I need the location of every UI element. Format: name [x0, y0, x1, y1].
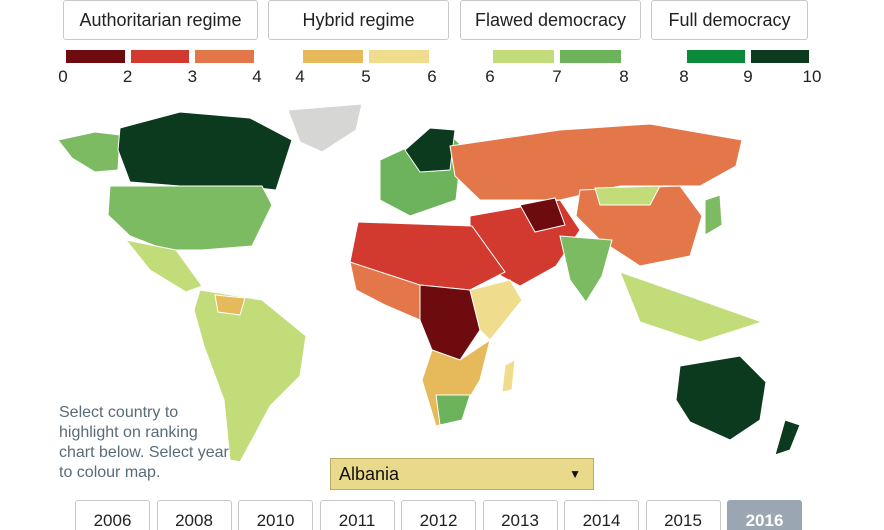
southeast-asia[interactable] [619, 271, 764, 343]
australia[interactable] [675, 355, 767, 441]
year-button[interactable]: 2015 [645, 500, 721, 530]
dropdown-arrow: ▼ [569, 467, 581, 481]
legend-tick: 6 [427, 67, 437, 86]
venezuela[interactable] [214, 294, 246, 316]
year-button[interactable]: 2014 [564, 500, 639, 530]
legend-tick: 7 [552, 67, 562, 86]
mongolia[interactable] [594, 185, 661, 206]
color-swatch [493, 50, 554, 63]
color-swatch [130, 50, 190, 63]
year-button[interactable]: 2016 [727, 500, 802, 530]
japan[interactable] [704, 194, 723, 236]
color-swatch [369, 50, 429, 63]
year-button[interactable]: 2006 [75, 500, 150, 530]
color-swatch [303, 50, 363, 63]
year-button[interactable]: 2008 [156, 500, 232, 530]
legend-tick: 8 [679, 67, 689, 86]
india[interactable] [559, 235, 613, 303]
canada[interactable] [117, 111, 293, 191]
country-dropdown[interactable]: Albania ▼ [330, 458, 594, 490]
russia[interactable] [449, 123, 743, 201]
year-button[interactable]: 2013 [482, 500, 558, 530]
south-america[interactable] [193, 289, 307, 463]
central-america[interactable] [124, 239, 203, 293]
central-africa[interactable] [419, 284, 481, 361]
year-button[interactable]: 2010 [238, 500, 313, 530]
legend-tick: 2 [122, 67, 133, 86]
map-shapes [57, 103, 801, 463]
east-africa[interactable] [469, 279, 523, 341]
legend-tick: 4 [252, 67, 262, 86]
category-button[interactable]: Full democracy [651, 0, 808, 40]
category-button[interactable]: Authoritarian regime [63, 0, 258, 40]
category-button[interactable]: Hybrid regime [268, 0, 449, 40]
legend-tick: 6 [485, 67, 495, 86]
alaska[interactable] [57, 131, 121, 173]
legend-tick: 3 [187, 67, 198, 86]
west-africa[interactable] [349, 261, 421, 321]
color-swatch [66, 50, 125, 63]
china[interactable] [575, 185, 703, 267]
iran[interactable] [519, 197, 566, 233]
color-swatch [195, 50, 254, 63]
legend-tick: 10 [802, 67, 822, 86]
legend-tick: 5 [361, 67, 371, 86]
instruction-text: Select country to highlight on ranking c… [59, 404, 229, 481]
greenland[interactable] [287, 103, 363, 153]
color-swatch [751, 50, 809, 63]
legend-tick: 9 [743, 67, 753, 86]
color-swatch [687, 50, 745, 63]
usa[interactable] [107, 185, 273, 251]
category-button[interactable]: Flawed democracy [460, 0, 641, 40]
legend-tick: 0 [58, 67, 68, 86]
year-button[interactable]: 2012 [401, 500, 476, 530]
south-africa[interactable] [435, 394, 471, 426]
dropdown-value: Albania [339, 463, 400, 484]
color-swatch [560, 50, 621, 63]
legend-tick: 8 [619, 67, 629, 86]
madagascar[interactable] [501, 359, 516, 393]
year-button[interactable]: 2011 [319, 500, 395, 530]
new-zealand[interactable] [774, 419, 801, 456]
legend-tick: 4 [295, 67, 305, 86]
